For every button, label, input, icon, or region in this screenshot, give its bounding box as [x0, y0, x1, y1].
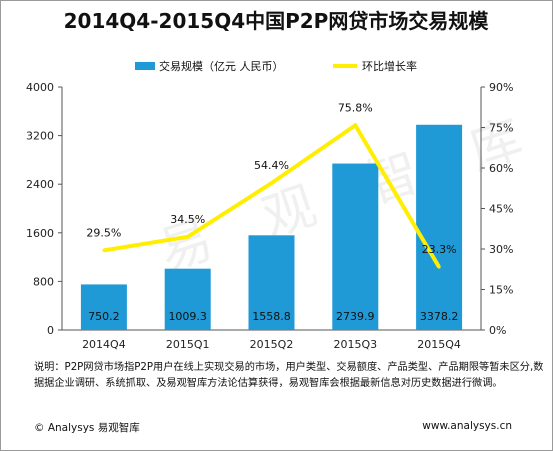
- bar: [80, 284, 127, 330]
- growth-value-label: 75.8%: [338, 101, 373, 114]
- x-tick-label: 2014Q4: [82, 338, 126, 351]
- y-left-tick-label: 1600: [26, 227, 54, 240]
- bar: [416, 124, 463, 330]
- footer-copyright: © Analysys 易观智库: [34, 422, 140, 434]
- legend-bar-swatch: [135, 62, 155, 70]
- axes: 0 800 1600 2400 3200 4000 0% 15% 30% 45% 60% 75% 90%…: [26, 81, 513, 351]
- y-right-tick-label: 60%: [489, 162, 513, 175]
- y-right-tick-label: 75%: [489, 122, 513, 135]
- growth-point: [186, 235, 190, 239]
- bars: [80, 124, 463, 330]
- bar: [332, 163, 379, 330]
- x-tick-label: 2015Q3: [333, 338, 377, 351]
- y-left-tick-label: 4000: [26, 81, 54, 94]
- y-right-tick-label: 0%: [489, 324, 506, 337]
- bar-value-label: 750.2: [88, 310, 120, 323]
- x-tick-label: 2015Q2: [250, 338, 294, 351]
- y-right-tick-label: 45%: [489, 203, 513, 216]
- combo-chart: 2014Q4-2015Q4中国P2P网贷市场交易规模 交易规模（亿元 人民币） 环…: [26, 9, 513, 351]
- growth-value-label: 54.4%: [254, 159, 289, 172]
- y-right-tick-label: 15%: [489, 284, 513, 297]
- chart-note: 说明：P2P网贷市场指P2P用户在线上实现交易的市场，用户类型、交易额度、产品类…: [34, 362, 544, 389]
- x-tick-label: 2015Q4: [417, 338, 461, 351]
- growth-value-label: 34.5%: [170, 213, 205, 226]
- y-left-tick-label: 800: [33, 275, 54, 288]
- y-right-tick-label: 30%: [489, 243, 513, 256]
- legend-line-label: 环比增长率: [362, 59, 417, 73]
- legend-bar-label: 交易规模（亿元 人民币）: [159, 59, 284, 73]
- y-right-tick-label: 90%: [489, 81, 513, 94]
- data-labels: 750.2 1009.3 1558.8 2739.9 3378.2 29.5% 34.5% 5…: [86, 101, 458, 323]
- chart-title: 2014Q4-2015Q4中国P2P网贷市场交易规模: [64, 9, 490, 33]
- y-left-tick-label: 0: [47, 324, 54, 337]
- growth-value-label: 29.5%: [86, 226, 121, 239]
- growth-point: [270, 181, 273, 185]
- bar: [248, 235, 295, 330]
- footer-website: www.analysys.cn: [422, 420, 512, 432]
- bar-value-label: 1009.3: [168, 310, 207, 323]
- growth-point: [353, 123, 357, 127]
- growth-value-label: 23.3%: [422, 243, 457, 256]
- y-left-tick-label: 2400: [26, 178, 54, 191]
- bar-value-label: 3378.2: [420, 310, 459, 323]
- x-tick-label: 2015Q1: [166, 338, 210, 351]
- y-left-tick-label: 3200: [26, 130, 54, 143]
- growth-point: [437, 265, 441, 269]
- growth-line: [102, 122, 441, 269]
- bar: [164, 268, 211, 330]
- bar-value-label: 1558.8: [252, 310, 291, 323]
- bar-value-label: 2739.9: [336, 310, 375, 323]
- legend: 交易规模（亿元 人民币） 环比增长率: [135, 59, 417, 73]
- growth-point: [102, 248, 106, 252]
